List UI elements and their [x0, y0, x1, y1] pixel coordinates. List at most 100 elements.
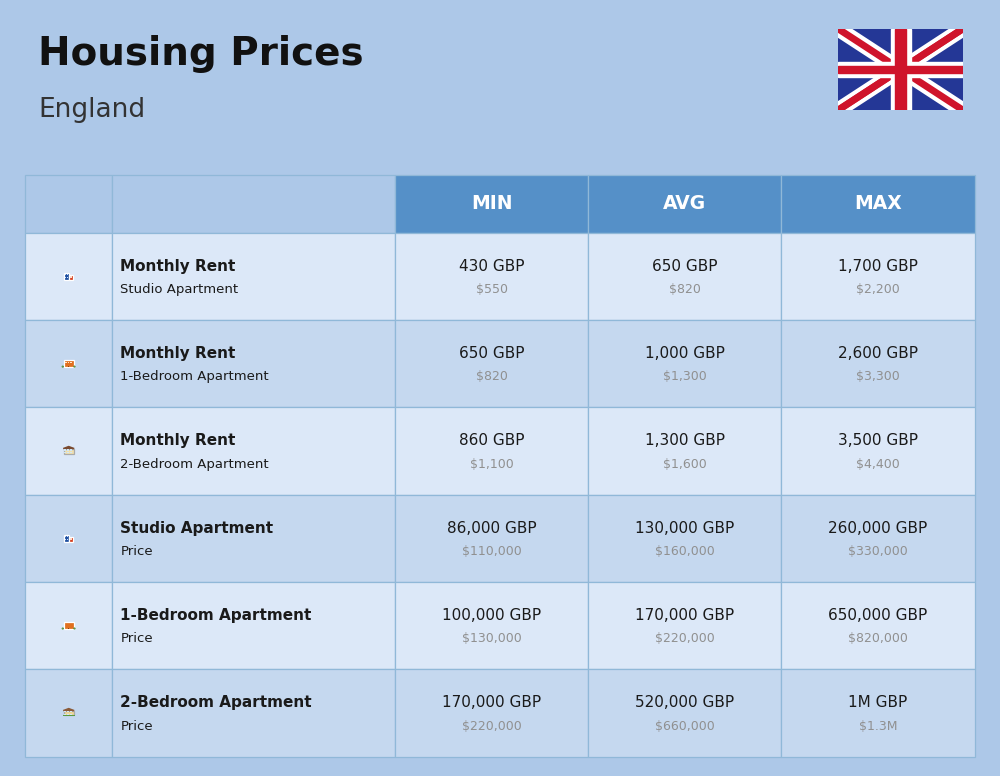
- FancyBboxPatch shape: [395, 320, 588, 407]
- FancyBboxPatch shape: [588, 320, 781, 407]
- FancyBboxPatch shape: [781, 233, 975, 320]
- Text: 650,000 GBP: 650,000 GBP: [828, 608, 928, 623]
- Text: 1,700 GBP: 1,700 GBP: [838, 259, 918, 274]
- FancyBboxPatch shape: [67, 452, 69, 453]
- Text: 260,000 GBP: 260,000 GBP: [828, 521, 928, 535]
- FancyBboxPatch shape: [70, 452, 72, 453]
- FancyBboxPatch shape: [69, 537, 73, 542]
- FancyBboxPatch shape: [395, 175, 588, 233]
- FancyBboxPatch shape: [588, 582, 781, 669]
- Text: $130,000: $130,000: [462, 632, 522, 646]
- FancyBboxPatch shape: [68, 628, 69, 629]
- FancyBboxPatch shape: [395, 407, 588, 495]
- Bar: [895, 29, 906, 110]
- Text: 430 GBP: 430 GBP: [459, 259, 525, 274]
- Text: $1,300: $1,300: [663, 370, 707, 383]
- FancyBboxPatch shape: [112, 407, 395, 495]
- Text: $820: $820: [476, 370, 508, 383]
- Text: 520,000 GBP: 520,000 GBP: [635, 695, 734, 710]
- FancyBboxPatch shape: [112, 669, 395, 757]
- Text: $820,000: $820,000: [848, 632, 908, 646]
- Text: MAX: MAX: [854, 194, 902, 213]
- Text: MIN: MIN: [471, 194, 513, 213]
- FancyBboxPatch shape: [64, 711, 74, 715]
- Text: Price: Price: [120, 545, 153, 558]
- Text: $330,000: $330,000: [848, 545, 908, 558]
- FancyBboxPatch shape: [781, 669, 975, 757]
- FancyBboxPatch shape: [64, 273, 69, 280]
- Polygon shape: [63, 446, 74, 449]
- FancyBboxPatch shape: [781, 582, 975, 669]
- FancyBboxPatch shape: [112, 582, 395, 669]
- FancyBboxPatch shape: [781, 320, 975, 407]
- Text: 2,600 GBP: 2,600 GBP: [838, 346, 918, 361]
- FancyBboxPatch shape: [67, 714, 69, 715]
- Text: 2-Bedroom Apartment: 2-Bedroom Apartment: [120, 458, 269, 471]
- Text: Housing Prices: Housing Prices: [38, 35, 364, 73]
- FancyBboxPatch shape: [781, 495, 975, 582]
- Text: Price: Price: [120, 632, 153, 646]
- FancyBboxPatch shape: [68, 365, 69, 367]
- FancyBboxPatch shape: [395, 495, 588, 582]
- Text: 2-Bedroom Apartment: 2-Bedroom Apartment: [120, 695, 312, 710]
- FancyBboxPatch shape: [67, 449, 69, 451]
- Bar: [838, 66, 963, 73]
- Text: Studio Apartment: Studio Apartment: [120, 283, 239, 296]
- Text: $3,300: $3,300: [856, 370, 900, 383]
- Text: 1M GBP: 1M GBP: [848, 695, 908, 710]
- Bar: [838, 62, 963, 77]
- FancyBboxPatch shape: [25, 495, 112, 582]
- Text: $4,400: $4,400: [856, 458, 900, 471]
- FancyBboxPatch shape: [70, 449, 72, 451]
- Text: 86,000 GBP: 86,000 GBP: [447, 521, 537, 535]
- FancyBboxPatch shape: [64, 535, 69, 542]
- FancyBboxPatch shape: [64, 449, 74, 454]
- FancyBboxPatch shape: [70, 714, 72, 715]
- Bar: [891, 29, 910, 110]
- FancyBboxPatch shape: [64, 449, 66, 451]
- Text: $1,600: $1,600: [663, 458, 707, 471]
- Text: $220,000: $220,000: [462, 719, 522, 733]
- Text: Monthly Rent: Monthly Rent: [120, 434, 236, 449]
- Text: $820: $820: [669, 283, 701, 296]
- FancyBboxPatch shape: [588, 407, 781, 495]
- Text: $220,000: $220,000: [655, 632, 715, 646]
- Text: Studio Apartment: Studio Apartment: [120, 521, 274, 535]
- Text: $160,000: $160,000: [655, 545, 715, 558]
- FancyBboxPatch shape: [25, 582, 112, 669]
- Text: 650 GBP: 650 GBP: [459, 346, 525, 361]
- FancyBboxPatch shape: [112, 233, 395, 320]
- Text: 860 GBP: 860 GBP: [459, 434, 525, 449]
- Text: 130,000 GBP: 130,000 GBP: [635, 521, 734, 535]
- FancyBboxPatch shape: [64, 452, 66, 453]
- FancyBboxPatch shape: [25, 233, 112, 320]
- FancyBboxPatch shape: [25, 320, 112, 407]
- FancyBboxPatch shape: [781, 175, 975, 233]
- Text: 1-Bedroom Apartment: 1-Bedroom Apartment: [120, 608, 312, 623]
- FancyBboxPatch shape: [588, 669, 781, 757]
- Text: 1,000 GBP: 1,000 GBP: [645, 346, 725, 361]
- Text: Price: Price: [120, 719, 153, 733]
- Text: 650 GBP: 650 GBP: [652, 259, 718, 274]
- Text: $110,000: $110,000: [462, 545, 522, 558]
- Text: $1.3M: $1.3M: [859, 719, 897, 733]
- Polygon shape: [63, 708, 74, 711]
- Text: $550: $550: [476, 283, 508, 296]
- FancyBboxPatch shape: [69, 275, 73, 280]
- FancyBboxPatch shape: [588, 495, 781, 582]
- FancyBboxPatch shape: [25, 175, 112, 233]
- Text: 170,000 GBP: 170,000 GBP: [635, 608, 734, 623]
- Text: $660,000: $660,000: [655, 719, 715, 733]
- FancyBboxPatch shape: [588, 233, 781, 320]
- FancyBboxPatch shape: [64, 622, 74, 629]
- FancyBboxPatch shape: [395, 582, 588, 669]
- FancyBboxPatch shape: [64, 714, 66, 715]
- FancyBboxPatch shape: [112, 320, 395, 407]
- FancyBboxPatch shape: [588, 175, 781, 233]
- FancyBboxPatch shape: [64, 360, 74, 367]
- FancyBboxPatch shape: [25, 669, 112, 757]
- FancyBboxPatch shape: [395, 669, 588, 757]
- Text: $2,200: $2,200: [856, 283, 900, 296]
- Text: 1,300 GBP: 1,300 GBP: [645, 434, 725, 449]
- Text: $1,100: $1,100: [470, 458, 514, 471]
